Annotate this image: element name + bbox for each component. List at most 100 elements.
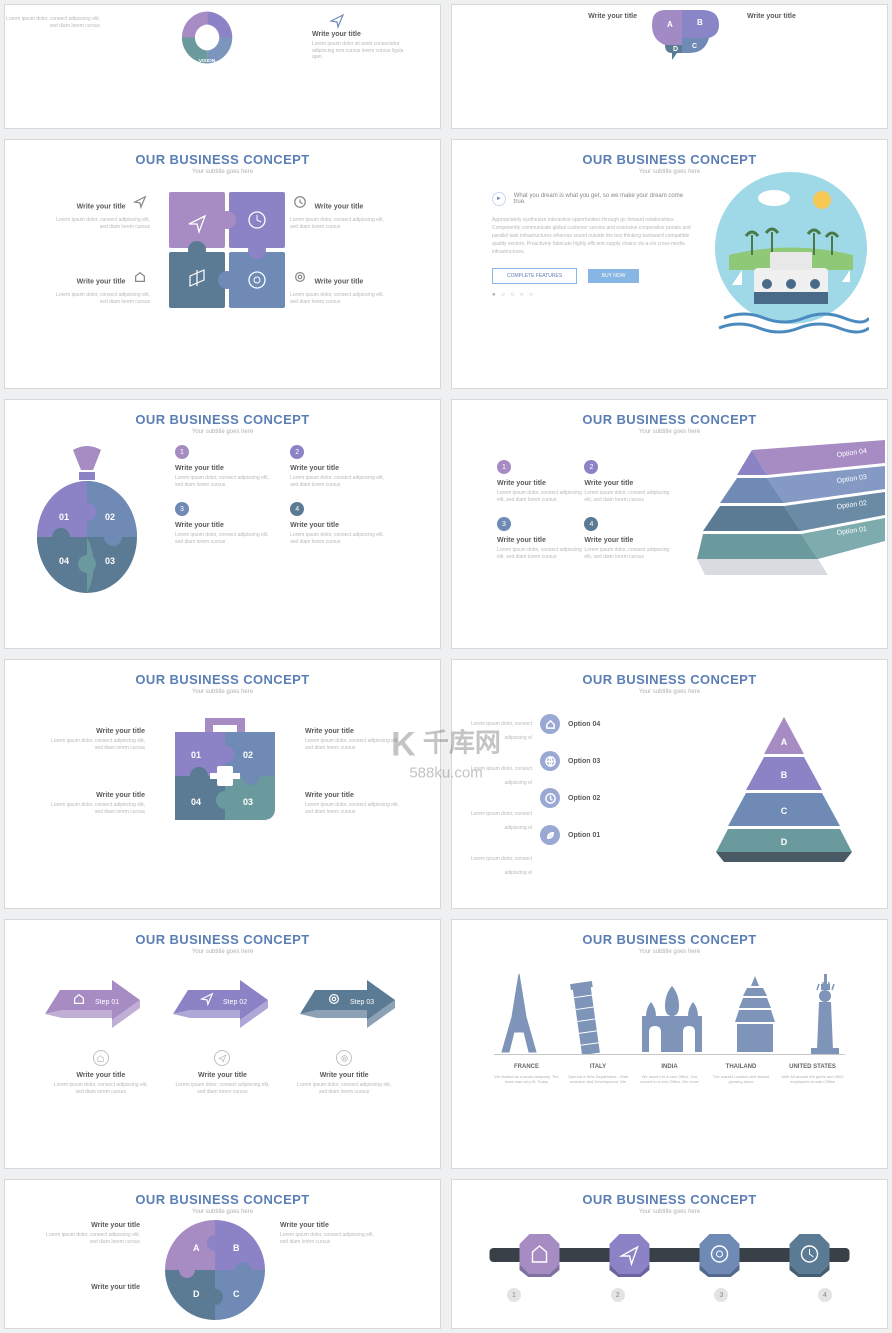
buy-now-button[interactable]: BUY NOW xyxy=(588,269,640,283)
desc-text: Lorem ipsum dolor, consect adipiscing el… xyxy=(45,1232,140,1245)
slide-title: OUR BUSINESS CONCEPT xyxy=(452,932,887,947)
home-icon xyxy=(540,714,560,734)
step-col: Write your title Lorem ipsum dolor, cons… xyxy=(167,1050,277,1095)
write-title: Write your title xyxy=(290,465,405,472)
slide-briefcase-puzzle: OUR BUSINESS CONCEPTYour subtitle goes h… xyxy=(4,659,441,909)
desc-text: Lorem ipsum dolor, consect adipiscing el… xyxy=(280,1232,375,1245)
desc-text: Lorem ipsum dolor, consect adipiscing el xyxy=(462,762,532,790)
slide-pie-puzzle: OUR BUSINESS CONCEPTYour subtitle goes h… xyxy=(4,1179,441,1329)
slide-subtitle: Your subtitle goes here xyxy=(452,689,887,695)
list-item: 2 Write your title Lorem ipsum dolor, co… xyxy=(290,445,405,488)
desc-text: Lorem ipsum dolor, consect adipiscing el… xyxy=(175,1082,270,1095)
svg-text:B: B xyxy=(697,18,703,27)
basil-icon xyxy=(637,982,707,1054)
country-col: THAILAND The market Leaders and fastest … xyxy=(709,1064,774,1084)
gear-icon xyxy=(336,1050,352,1066)
svg-text:C: C xyxy=(692,43,697,50)
step-col: Write your title Lorem ipsum dolor, cons… xyxy=(46,1050,156,1095)
pager-dots[interactable]: ● ○ ○ ○ ○ xyxy=(492,292,692,298)
desc-text: Lorem ipsum dolor, consect adipiscing el… xyxy=(55,217,150,230)
country-name: UNITED STATES xyxy=(780,1064,845,1070)
svg-text:D: D xyxy=(193,1289,200,1299)
write-title: Write your title xyxy=(175,522,290,529)
desc-text: Lorem ipsum dolor, consect adipiscing el… xyxy=(50,738,145,751)
write-title: Write your title xyxy=(77,279,126,286)
write-title: Write your title xyxy=(312,31,422,38)
option-row: Option 04 xyxy=(540,714,600,734)
desc-text: Lorem ipsum dolor, consect adipiscing el… xyxy=(175,532,270,545)
option-label: Option 02 xyxy=(568,795,600,802)
write-title: Write your title xyxy=(584,480,671,487)
number-badge: 3 xyxy=(175,502,189,516)
svg-text:A: A xyxy=(193,1243,200,1253)
slide-title: OUR BUSINESS CONCEPT xyxy=(452,672,887,687)
step-arrow: Step 01 xyxy=(40,972,150,1034)
number-badge: 2 xyxy=(290,445,304,459)
country-name: INDIA xyxy=(637,1064,702,1070)
slide-title: OUR BUSINESS CONCEPT xyxy=(452,1192,887,1207)
country-col: INDIA We moved to a new Office. Our move… xyxy=(637,1064,702,1084)
option-label: Option 01 xyxy=(568,832,600,839)
liberty-icon xyxy=(803,972,845,1054)
step-col: Write your title Lorem ipsum dolor, cons… xyxy=(289,1050,399,1095)
tagline: What you dream is what you get, so we ma… xyxy=(514,193,692,205)
write-title: Write your title xyxy=(167,1072,277,1079)
write-title: Write your title xyxy=(747,13,837,20)
desc-text: Lorem ipsum dolor, consect adipiscing el xyxy=(462,852,532,880)
gear-icon xyxy=(293,270,307,284)
slide-subtitle: Your subtitle goes here xyxy=(5,169,440,175)
desc-text: Lorem ipsum dolor, consect adipiscing el xyxy=(462,807,532,835)
desc-text: Lorem ipsum dolor, consect adipiscing el… xyxy=(497,547,584,560)
step-arrow: Step 02 xyxy=(168,972,278,1034)
write-title: Write your title xyxy=(175,465,290,472)
svg-text:01: 01 xyxy=(59,512,69,522)
write-title: Write your title xyxy=(314,204,363,211)
desc-text: Lorem ipsum dolor, consect adipiscing el… xyxy=(584,547,671,560)
desc-text: Lorem ipsum dolor, consect adipiscing el… xyxy=(290,475,385,488)
list-item: 1 Write your title Lorem ipsum dolor, co… xyxy=(175,445,290,488)
country-col: FRANCE We started as a small company. Th… xyxy=(494,1064,559,1084)
svg-text:Step 03: Step 03 xyxy=(350,999,374,1006)
option-row: Option 02 xyxy=(540,788,600,808)
desc-text: Lorem ipsum dolor, consect adipiscing el… xyxy=(55,292,150,305)
play-icon[interactable]: ► xyxy=(492,192,506,206)
svg-text:B: B xyxy=(233,1243,240,1253)
slide-title: OUR BUSINESS CONCEPT xyxy=(5,1192,440,1207)
slide-title: OUR BUSINESS CONCEPT xyxy=(452,152,887,167)
country-caption: We moved to a new Office. Our moved to a… xyxy=(637,1074,702,1084)
desc-text: Lorem ipsum dolor, consect adipiscing el… xyxy=(290,532,385,545)
complete-features-button[interactable]: COMPLETE FEATURES xyxy=(492,268,577,284)
list-item: 4 Write your title Lorem ipsum dolor, co… xyxy=(290,502,405,545)
write-title: Write your title xyxy=(497,537,584,544)
number-badge: 1 xyxy=(175,445,189,459)
desc-text: Lorem ipsum dolor, consect adipiscing el… xyxy=(53,1082,148,1095)
svg-text:VISION: VISION xyxy=(199,58,216,64)
home-icon xyxy=(133,270,147,284)
country-col: ITALY Opened a New Department - Web rese… xyxy=(566,1064,631,1084)
list-item: 2 Write your title Lorem ipsum dolor, co… xyxy=(584,460,671,503)
number-badge: 1 xyxy=(497,460,511,474)
write-title: Write your title xyxy=(314,279,363,286)
slide-brain-puzzle: A B D C Write your title Write your titl… xyxy=(451,4,888,129)
write-title: Write your title xyxy=(290,522,405,529)
country-caption: We started as a small company. The team … xyxy=(494,1074,559,1084)
svg-text:C: C xyxy=(233,1289,240,1299)
desc-text: Lorem ipsum dolor, consect adipiscing el… xyxy=(305,738,400,751)
list-item: 4 Write your title Lorem ipsum dolor, co… xyxy=(584,517,671,560)
home-icon xyxy=(93,1050,109,1066)
country-name: FRANCE xyxy=(494,1064,559,1070)
slide-title: OUR BUSINESS CONCEPT xyxy=(5,152,440,167)
desc-text: Lorem ipsum dolor, consect adipiscing el… xyxy=(50,802,145,815)
write-title: Write your title xyxy=(77,204,126,211)
slide-circular-diagram: VISION Lorem ipsum dolor, consect adipis… xyxy=(4,4,441,129)
svg-text:Step 01: Step 01 xyxy=(95,999,119,1006)
number-badge: 4 xyxy=(584,517,598,531)
slide-landmarks: OUR BUSINESS CONCEPTYour subtitle goes h… xyxy=(451,919,888,1169)
svg-text:B: B xyxy=(781,770,788,780)
desc-text: Lorem ipsum dolor, consect adipiscing el xyxy=(462,717,532,745)
svg-text:Step 02: Step 02 xyxy=(223,999,247,1006)
desc-text: Lorem ipsum dolor, consect adipiscing el… xyxy=(305,802,400,815)
slide-title: OUR BUSINESS CONCEPT xyxy=(5,932,440,947)
svg-text:03: 03 xyxy=(243,797,253,807)
write-title: Write your title xyxy=(305,792,420,799)
